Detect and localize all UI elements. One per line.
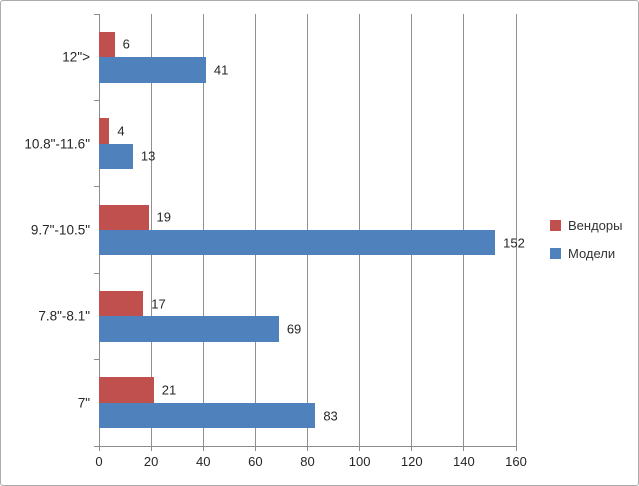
bar-value-label: 41 [213, 62, 229, 78]
x-axis-tick [411, 446, 413, 451]
y-axis-tick [94, 99, 99, 101]
x-axis-tick [98, 446, 100, 451]
x-tick-label: 80 [300, 454, 315, 469]
y-axis-tick [94, 272, 99, 274]
legend-label: Вендоры [568, 218, 623, 233]
bar [99, 230, 496, 256]
legend: Вендоры Модели [550, 218, 622, 261]
legend-item: Модели [550, 246, 622, 261]
legend-item: Вендоры [550, 218, 622, 233]
bar-value-label: 13 [140, 148, 156, 164]
y-axis-tick [94, 13, 99, 15]
category-label: 7.8"-8.1" [38, 308, 90, 324]
x-tick-label: 40 [196, 454, 211, 469]
x-axis-tick [359, 446, 361, 451]
x-axis-tick [202, 446, 204, 451]
x-tick-label: 60 [248, 454, 263, 469]
bar [99, 377, 154, 403]
x-axis-tick [254, 446, 256, 451]
x-axis-tick [515, 446, 517, 451]
bar [99, 143, 133, 170]
y-axis-tick [94, 359, 99, 361]
category-label: 9.7"-10.5" [30, 222, 90, 238]
category-label: 12"> [62, 49, 90, 65]
bar [99, 402, 316, 429]
gridline [515, 14, 517, 446]
x-tick-label: 0 [95, 454, 103, 469]
category-label: 10.8"-11.6" [24, 136, 90, 152]
bar [99, 118, 110, 144]
legend-label: Модели [568, 246, 616, 261]
bar [99, 204, 149, 230]
bar-value-label: 17 [151, 296, 166, 312]
x-tick-label: 20 [143, 454, 159, 469]
bar [99, 31, 115, 58]
bar-value-label: 21 [161, 382, 177, 398]
y-axis-tick [94, 445, 99, 447]
x-axis-tick [150, 446, 152, 451]
legend-swatch-icon [550, 220, 561, 231]
y-axis-tick [94, 186, 99, 188]
bar [99, 57, 206, 83]
category-label: 7" [77, 395, 90, 411]
x-tick-label: 100 [348, 454, 371, 469]
x-axis-tick [307, 446, 308, 451]
plot-area: 0 20 40 60 80 100 120 140 160 12"> 6 41 10.8"-11.6" 4… [24, 13, 527, 469]
bar-value-label: 19 [156, 209, 171, 225]
x-tick-label: 160 [505, 454, 527, 469]
bar-value-label: 6 [122, 36, 130, 52]
bar [99, 316, 279, 342]
bar-value-label: 4 [117, 123, 125, 139]
x-tick-label: 120 [400, 454, 423, 469]
x-axis-tick [463, 446, 465, 451]
bar [99, 290, 144, 317]
legend-swatch-icon [550, 248, 561, 259]
bar-value-label: 69 [286, 321, 302, 337]
bar-value-label: 83 [323, 408, 338, 424]
x-axis-line [99, 445, 516, 447]
x-tick-label: 140 [453, 454, 475, 469]
bar-value-label: 152 [503, 235, 525, 251]
